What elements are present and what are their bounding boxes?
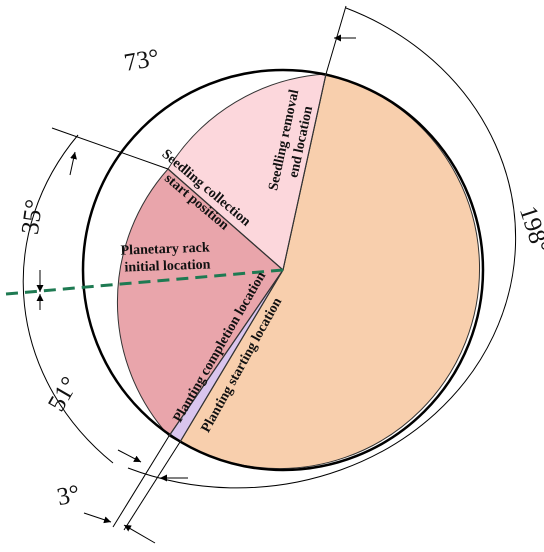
angle-label-73: 73° (122, 44, 161, 77)
arrow-3-left (83, 512, 112, 524)
arrow-51-bottom (117, 449, 142, 463)
radial-line-seedling-removal (282, 73, 327, 271)
angle-label-35: 35° (17, 198, 49, 236)
main-circle (81, 68, 485, 472)
sector-main-planting (179, 73, 481, 470)
sector-planetary-rack (116, 168, 284, 437)
outer-dimension-arc (127, 7, 517, 489)
angle-label-198: 198° (514, 203, 544, 257)
angle-label-3: 3° (55, 480, 83, 511)
extension-line-lower-1 (112, 435, 170, 528)
label-planetary-rack-line2: initial location (124, 257, 211, 275)
arrow-35-top (69, 151, 77, 176)
angle-label-51: 51° (43, 372, 84, 416)
label-planetary-rack-line1: Planetary rack (120, 241, 210, 259)
extension-line-lower-2 (123, 441, 181, 531)
arrow-3-right (123, 524, 156, 544)
reference-dashed-line (5, 268, 284, 296)
radial-line-seedling-collection (167, 168, 284, 271)
radial-line-planting-start (179, 269, 284, 443)
sector-seedling-collection (167, 73, 327, 271)
extension-line-top (325, 5, 347, 75)
label-planetary-rack: Planetary rack initial location (120, 240, 214, 275)
outer-dimension-arc-left (22, 134, 114, 464)
radial-line-planting-completion (168, 269, 284, 437)
extension-line-upper-left (51, 127, 169, 170)
